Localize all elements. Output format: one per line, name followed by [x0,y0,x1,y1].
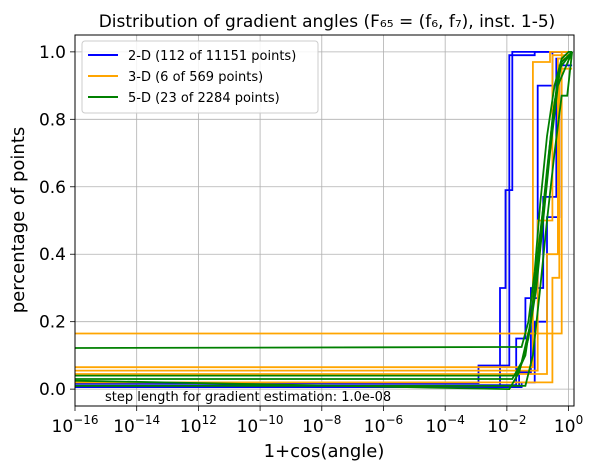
series-line-7 [75,54,573,372]
x-tick-exponent: −2 [509,413,527,427]
series-layer [75,51,573,391]
x-tick-base: 10 [426,417,448,437]
legend-box [81,40,319,114]
legend-label: 2-D (112 of 11151 points) [128,49,296,64]
x-tick-label: 10−16 [52,413,99,437]
legend-label: 5-D (23 of 2284 points) [128,91,280,106]
x-tick-base: 10 [302,417,324,437]
x-tick-base: 10 [237,417,259,437]
x-tick-label: 10−8 [302,413,341,437]
y-tick-label: 0.8 [39,110,66,130]
chart-annotation: step length for gradient estimation: 1.0… [105,390,391,405]
x-tick-base: 10 [554,417,576,437]
legend-label: 3-D (6 of 569 points) [128,70,263,85]
ticks: 10−16 10−14 1012 10−10 10−8 10−6 10−4 10−2 1000.… [39,43,583,437]
series-line-4 [75,64,573,388]
x-tick-label: 10−4 [426,413,465,437]
y-tick-label: 0.4 [39,245,66,265]
legend: 2-D (112 of 11151 points) 3-D (6 of 569 p… [81,40,319,114]
x-tick-label: 10−2 [487,413,526,437]
x-tick-label: 100 [554,413,583,437]
x-tick-label: 10−14 [113,413,160,437]
y-tick-label: 1.0 [39,43,66,63]
x-axis-label: 1+cos(angle) [264,441,385,462]
x-tick-exponent: −14 [135,413,160,427]
x-tick-exponent: −10 [258,413,283,427]
x-tick-label: 10−10 [237,413,284,437]
series-line-9 [75,67,573,384]
x-tick-base: 10 [180,417,202,437]
x-tick-exponent: −16 [73,413,98,427]
x-tick-exponent: −8 [324,413,342,427]
series-line-6 [75,51,573,369]
x-tick-exponent: −4 [447,413,465,427]
y-tick-label: 0.0 [39,380,66,400]
x-tick-base: 10 [364,417,386,437]
series-line-1 [75,51,573,387]
series-line-10 [75,51,573,349]
plot-frame [74,34,575,407]
y-tick-label: 0.2 [39,313,66,333]
grid [74,35,574,406]
y-tick-label: 0.6 [39,178,66,198]
x-tick-base: 10 [52,417,74,437]
x-tick-base: 10 [487,417,509,437]
x-tick-exponent: 0 [576,413,584,427]
x-tick-exponent: 12 [202,413,217,427]
x-tick-label: 10−6 [364,413,403,437]
y-axis-label: percentage of points [8,127,29,314]
series-line-13 [75,51,573,391]
series-line-8 [75,57,573,375]
series-line-14 [75,51,573,387]
x-tick-exponent: −6 [385,413,403,427]
x-tick-base: 10 [113,417,135,437]
chart-title: Distribution of gradient angles (F₆₅ = (… [99,12,556,32]
x-tick-label: 1012 [180,413,217,437]
